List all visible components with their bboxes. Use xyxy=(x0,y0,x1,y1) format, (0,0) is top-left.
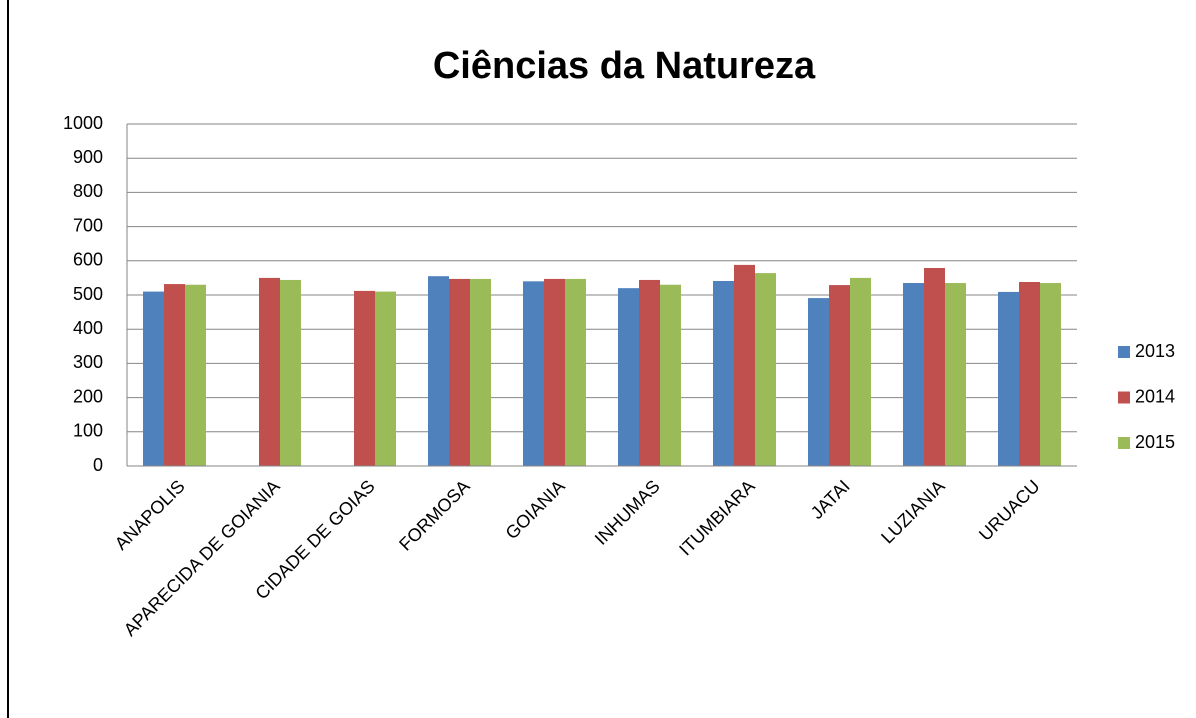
bar xyxy=(164,284,185,466)
bar xyxy=(544,278,565,466)
bar xyxy=(660,284,681,466)
y-tick-label: 500 xyxy=(73,284,103,304)
bar xyxy=(829,285,850,466)
bar xyxy=(280,279,301,466)
legend-swatch xyxy=(1118,346,1130,358)
y-tick-label: 600 xyxy=(73,250,103,270)
x-tick-label: INHUMAS xyxy=(591,476,664,549)
bar xyxy=(565,278,586,466)
y-tick-label: 0 xyxy=(93,455,103,475)
x-tick-label: JATAI xyxy=(807,476,854,523)
x-tick-label: LUZIANIA xyxy=(877,476,948,547)
legend-label: 2015 xyxy=(1135,432,1175,452)
bar xyxy=(618,288,639,466)
legend-swatch xyxy=(1118,391,1130,404)
x-tick-label: ANAPOLIS xyxy=(111,476,189,554)
bar xyxy=(1040,283,1061,466)
y-tick-label: 200 xyxy=(73,386,103,406)
y-tick-label: 800 xyxy=(73,181,103,201)
y-tick-label: 100 xyxy=(73,421,103,441)
bar xyxy=(639,279,660,466)
x-tick-label: FORMOSA xyxy=(395,476,473,554)
bar xyxy=(523,281,544,466)
bar xyxy=(850,277,871,466)
y-tick-label: 900 xyxy=(73,147,103,167)
legend-swatch xyxy=(1118,437,1130,449)
x-tick-label: URUACU xyxy=(975,476,1044,545)
bar xyxy=(185,284,206,466)
x-tick-label: APARECIDA DE GOIANIA xyxy=(120,476,284,640)
legend-label: 2013 xyxy=(1135,341,1175,361)
bar xyxy=(449,278,470,466)
bar xyxy=(755,273,776,466)
x-tick-label: ITUMBIARA xyxy=(675,476,758,559)
x-tick-label: GOIANIA xyxy=(502,476,569,543)
bar xyxy=(734,264,755,466)
bar xyxy=(470,278,491,466)
bar xyxy=(354,290,375,466)
y-tick-label: 1000 xyxy=(63,113,103,133)
bar xyxy=(945,283,966,466)
y-tick-label: 300 xyxy=(73,352,103,372)
bar xyxy=(428,276,449,466)
bar xyxy=(713,280,734,466)
bar xyxy=(903,283,924,466)
y-tick-label: 700 xyxy=(73,215,103,235)
bar xyxy=(143,291,164,466)
legend-label: 2014 xyxy=(1135,386,1175,406)
y-tick-label: 400 xyxy=(73,318,103,338)
bar xyxy=(998,291,1019,466)
bar xyxy=(924,267,945,466)
bar xyxy=(808,298,829,466)
bar xyxy=(259,277,280,466)
chart-title: Ciências da Natureza xyxy=(433,45,816,87)
bar xyxy=(375,291,396,466)
bar xyxy=(1019,282,1040,466)
